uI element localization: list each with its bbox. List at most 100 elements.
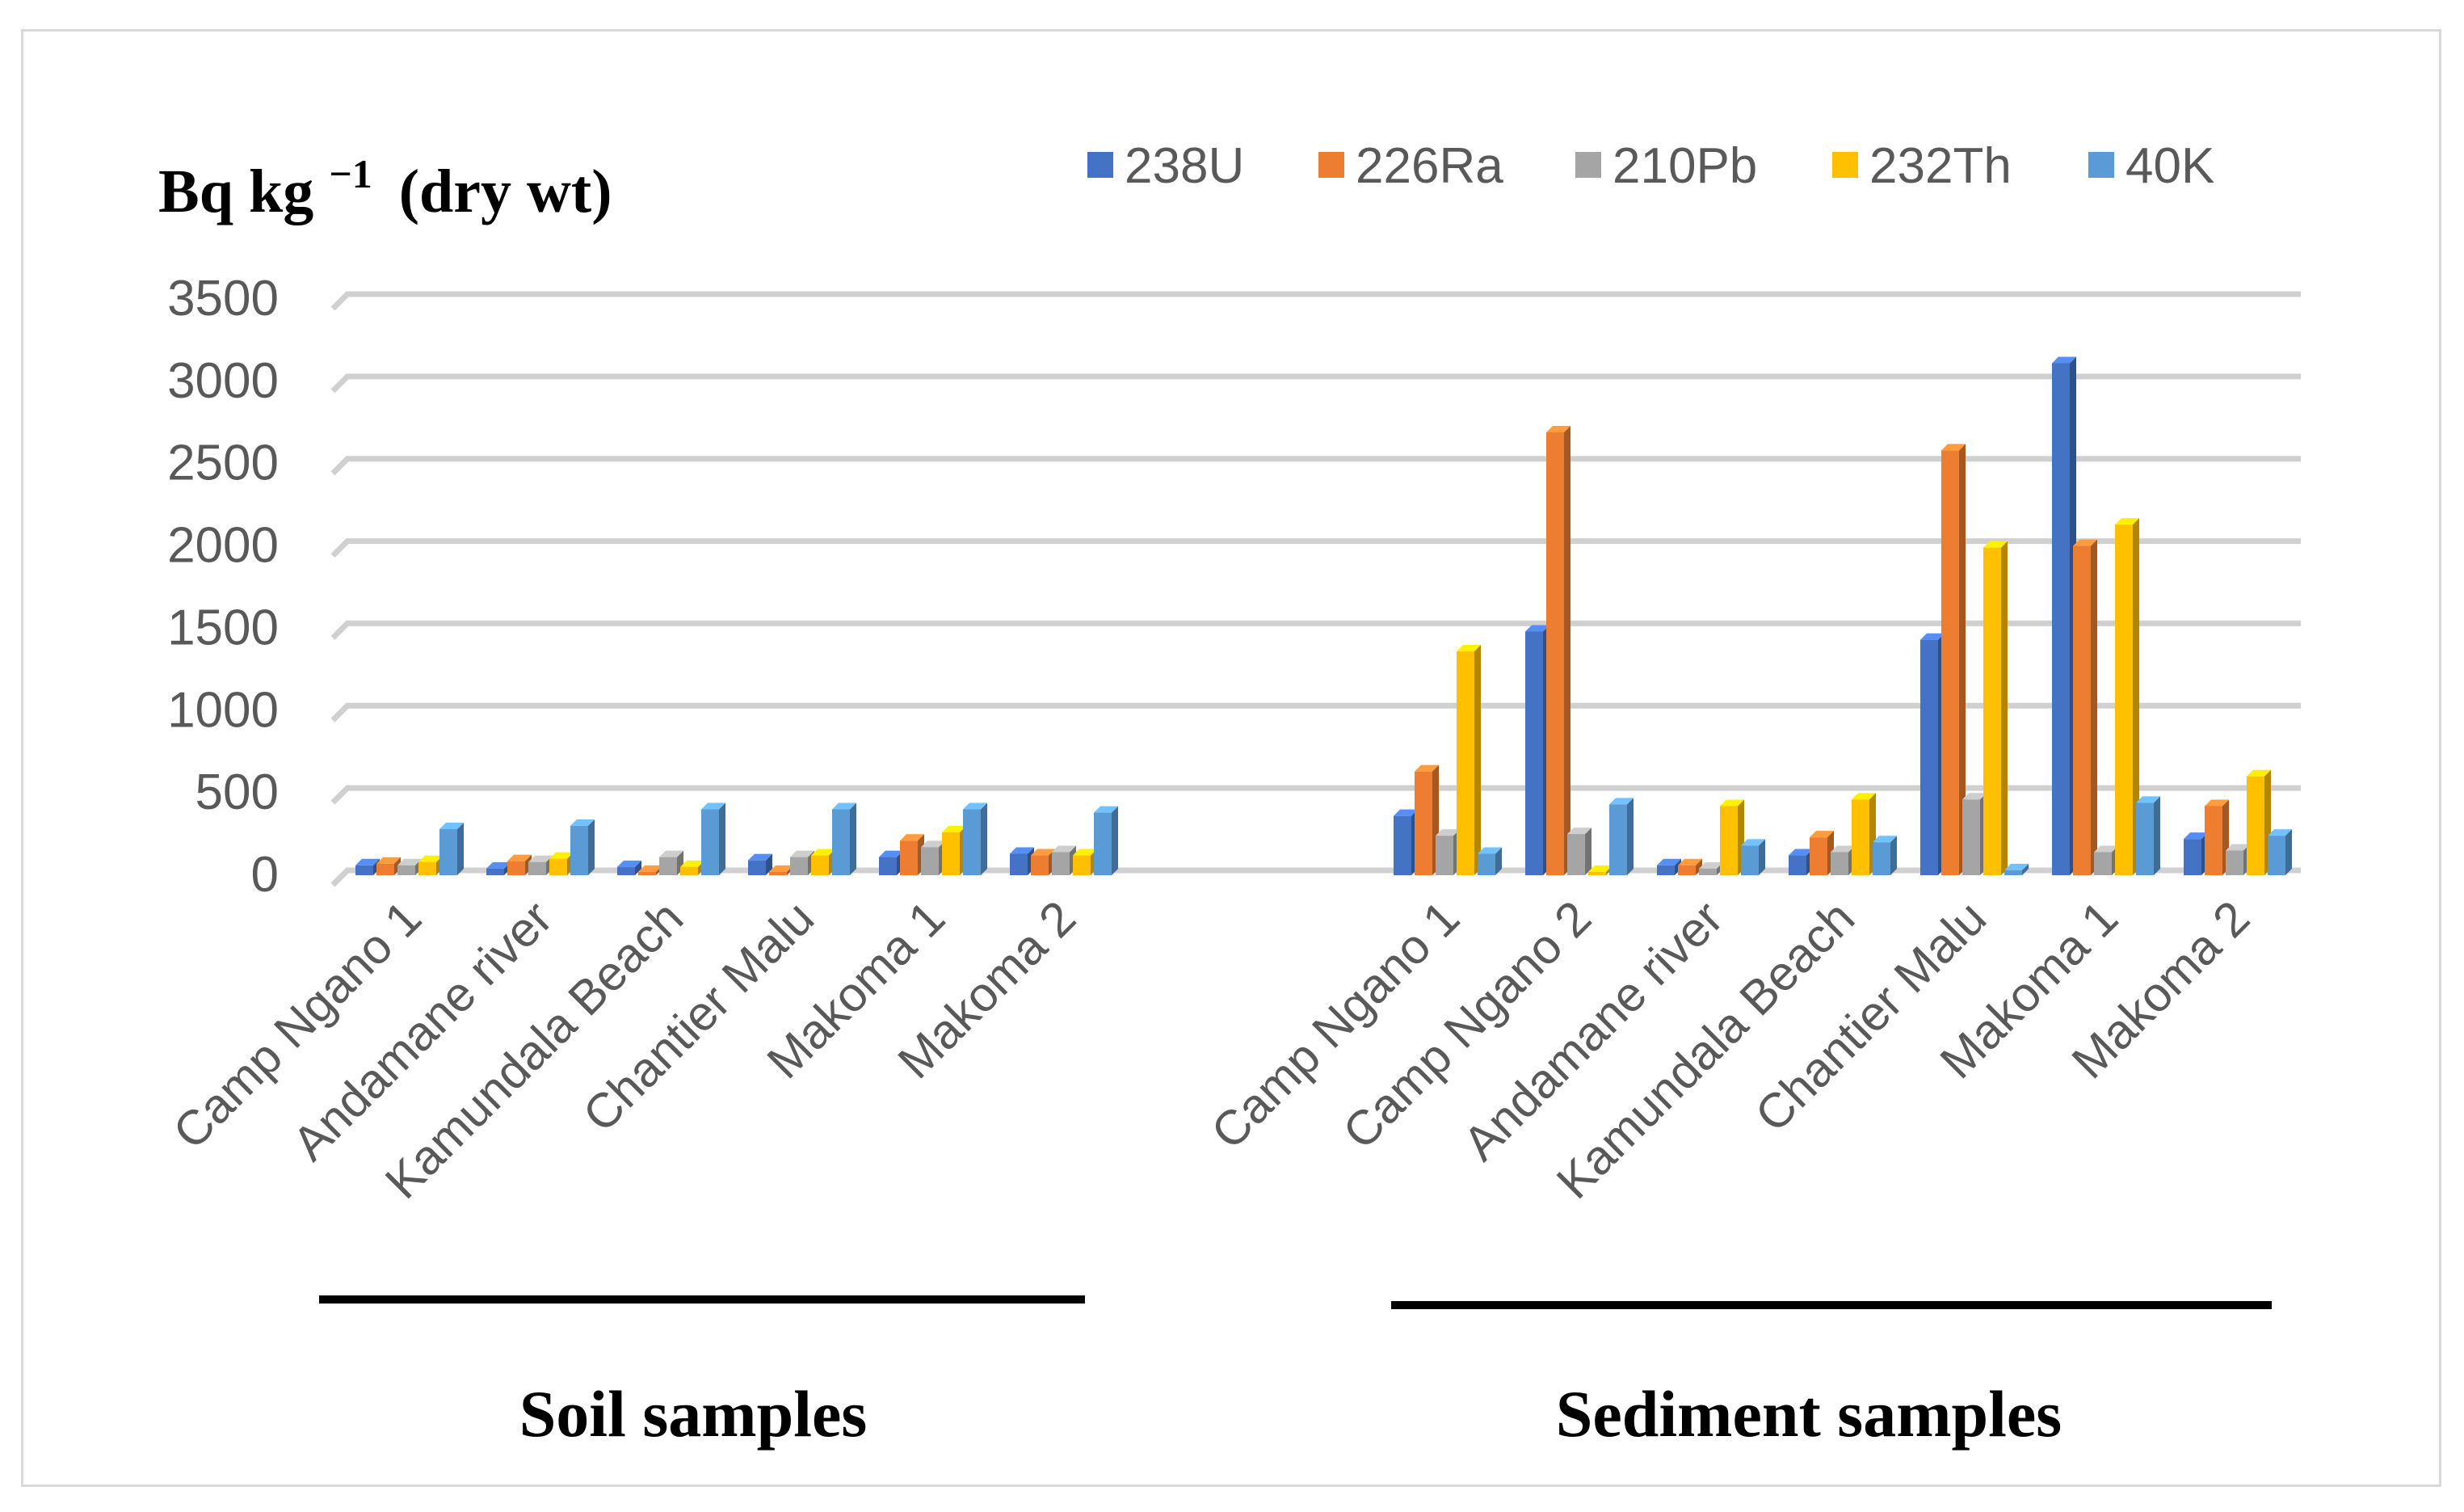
bar-top: [1657, 858, 1681, 866]
bar-front: [1588, 871, 1606, 875]
bar-front: [921, 847, 939, 875]
bar-210Pb: [1699, 861, 1723, 875]
bar-side: [1564, 426, 1570, 875]
bar-side: [1474, 644, 1481, 875]
bar-top: [1852, 793, 1876, 800]
bar-front: [528, 861, 546, 875]
bar-238U: [1010, 847, 1034, 875]
bar-top: [1073, 849, 1097, 856]
bar-front: [2115, 524, 2133, 875]
bar-top: [1678, 858, 1702, 866]
bar-top: [1588, 865, 1613, 872]
bar-40K: [1094, 806, 1118, 875]
bar-top: [355, 858, 380, 866]
bar-side: [850, 802, 856, 875]
bar-top: [2205, 799, 2229, 807]
legend-swatch: [1318, 152, 1344, 178]
bar-top: [2073, 539, 2097, 546]
bar-top: [1789, 849, 1813, 856]
bar-226Ra: [507, 854, 532, 875]
bar-side: [981, 802, 987, 875]
bar-front: [2073, 545, 2091, 875]
bar-top: [439, 822, 464, 829]
bar-front: [638, 871, 656, 875]
y-tick-label: 3500: [167, 271, 279, 326]
bar-top: [418, 855, 443, 862]
bar-front: [2136, 802, 2154, 875]
bar-232Th: [1457, 644, 1481, 875]
bar-front: [1873, 842, 1890, 875]
bar-232Th: [811, 849, 835, 875]
y-tick-label: 2500: [167, 436, 279, 491]
bar-front: [1394, 815, 1411, 875]
bar-210Pb: [528, 855, 553, 875]
bar-front: [942, 832, 960, 875]
bar-top: [832, 802, 856, 810]
bar-top: [1941, 444, 1966, 451]
bar-side: [457, 822, 464, 875]
bar-top: [900, 834, 924, 841]
bar-front: [748, 860, 766, 875]
bar-top: [2052, 356, 2076, 364]
soil-group-label: Soil samples: [519, 1377, 868, 1451]
y-axis-unit-superscript: −1: [329, 151, 372, 196]
bar-210Pb: [1831, 845, 1855, 875]
bar-top: [2247, 769, 2271, 777]
bar-side: [1112, 806, 1118, 875]
bar-238U: [1920, 633, 1945, 875]
bar-226Ra: [769, 865, 793, 875]
bar-top: [570, 819, 595, 826]
bar-top: [549, 852, 574, 859]
gridline: [330, 538, 2301, 558]
bar-front: [1567, 834, 1585, 875]
bar-front: [570, 825, 588, 875]
bar-front: [1941, 450, 1959, 875]
bars: [355, 356, 2292, 875]
bar-front: [879, 857, 897, 875]
bar-top: [1567, 828, 1592, 835]
legend-item-226Ra: 226Ra: [1318, 138, 1503, 194]
bar-front: [1457, 651, 1474, 875]
bar-226Ra: [1415, 764, 1439, 875]
bar-side: [1759, 839, 1765, 875]
bar-front: [769, 871, 787, 875]
bar-front: [1831, 852, 1848, 875]
bar-front: [1546, 432, 1564, 875]
bar-top: [1478, 847, 1502, 854]
legend-label: 238U: [1125, 138, 1244, 194]
bar-side: [1495, 847, 1502, 875]
bar-top: [1052, 845, 1076, 853]
bar-226Ra: [900, 834, 924, 875]
bar-40K: [963, 802, 987, 875]
bar-side: [588, 819, 595, 875]
bar-210Pb: [1962, 793, 1987, 875]
bar-238U: [1657, 858, 1681, 875]
bar-front: [2004, 870, 2022, 875]
bar-front: [900, 840, 918, 875]
bar-top: [2136, 796, 2160, 803]
bar-238U: [2184, 832, 2208, 875]
bar-210Pb: [790, 850, 814, 875]
bar-top: [528, 855, 553, 862]
bar-side: [2133, 518, 2139, 875]
bar-top: [617, 860, 641, 867]
bar-232Th: [1073, 849, 1097, 875]
legend-swatch: [1832, 152, 1858, 178]
bar-210Pb: [921, 840, 945, 875]
bar-40K: [701, 802, 725, 875]
bar-front: [439, 828, 457, 875]
bar-front: [2247, 776, 2264, 875]
bar-232Th: [1983, 541, 2008, 875]
legend-label: 40K: [2126, 138, 2214, 194]
bar-front: [1852, 799, 1869, 875]
bar-front: [486, 868, 504, 875]
y-tick-labels: 0 500 1000 1500 2000 2500 3000 3500: [167, 271, 279, 903]
legend-label: 232Th: [1869, 138, 2012, 194]
bar-front: [1525, 631, 1543, 875]
bar-side: [2091, 539, 2097, 875]
bar-side: [1585, 828, 1592, 875]
bar-side: [1627, 798, 1634, 875]
bar-front: [418, 861, 436, 875]
bar-front: [1415, 771, 1432, 875]
